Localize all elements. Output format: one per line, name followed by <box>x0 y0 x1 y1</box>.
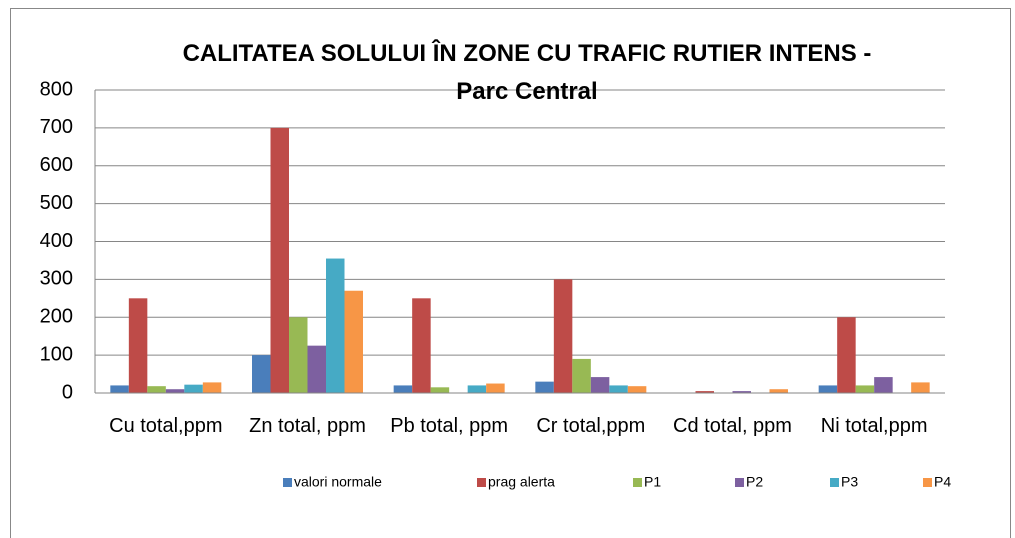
bar <box>535 381 554 393</box>
legend-label: P4 <box>934 474 951 490</box>
chart-title: CALITATEA SOLULUI ÎN ZONE CU TRAFIC RUTI… <box>183 39 872 105</box>
legend-marker <box>283 478 292 487</box>
bar <box>202 382 222 393</box>
legend-marker <box>830 478 839 487</box>
y-tick-label: 0 <box>62 381 73 403</box>
x-tick-label: Cr total,ppm <box>536 415 646 437</box>
bar <box>128 298 148 393</box>
bar <box>818 385 838 393</box>
bar <box>874 377 893 393</box>
bar <box>572 358 591 393</box>
legend-marker <box>633 478 642 487</box>
bar <box>147 386 166 393</box>
y-tick-label: 100 <box>40 343 73 365</box>
x-tick-label: Pb total, ppm <box>390 415 509 437</box>
legend-label: valori normale <box>294 474 382 490</box>
bar <box>184 384 203 393</box>
bar <box>110 385 129 393</box>
bar <box>837 317 856 393</box>
legend-label: prag alerta <box>488 474 555 490</box>
bar <box>627 386 647 393</box>
bar <box>165 389 185 393</box>
legend-label: P3 <box>841 474 858 490</box>
bar <box>344 290 363 393</box>
bar <box>732 391 751 393</box>
legend-label: P2 <box>746 474 763 490</box>
bar <box>769 389 788 393</box>
bar <box>609 385 628 393</box>
bar <box>289 317 308 393</box>
y-tick-label: 600 <box>40 154 73 176</box>
x-tick-label: Ni total,ppm <box>820 415 928 437</box>
legend-label: P1 <box>644 474 661 490</box>
bar <box>911 382 930 393</box>
bar <box>855 385 875 393</box>
y-tick-label: 200 <box>40 306 73 328</box>
legend-marker <box>735 478 744 487</box>
bar <box>326 258 345 393</box>
bar <box>430 387 450 393</box>
y-tick-label: 800 <box>40 78 73 100</box>
y-tick-label: 400 <box>40 230 73 252</box>
bar <box>467 385 487 393</box>
y-tick-label: 300 <box>40 268 73 290</box>
x-tick-label: Cd total, ppm <box>673 415 792 437</box>
chart-border <box>10 8 1011 538</box>
legend-marker <box>477 478 486 487</box>
bar <box>695 391 714 393</box>
legend-marker <box>923 478 932 487</box>
bar <box>393 385 413 393</box>
x-tick-label: Cu total,ppm <box>109 415 223 437</box>
bar <box>252 355 271 393</box>
bar <box>307 345 326 393</box>
bar <box>553 279 573 393</box>
x-tick-label: Zn total, ppm <box>249 415 366 437</box>
bar <box>590 377 610 393</box>
y-tick-label: 500 <box>40 192 73 214</box>
bar <box>270 127 289 393</box>
bar <box>486 383 505 393</box>
bar <box>412 298 431 393</box>
y-tick-label: 700 <box>40 116 73 138</box>
